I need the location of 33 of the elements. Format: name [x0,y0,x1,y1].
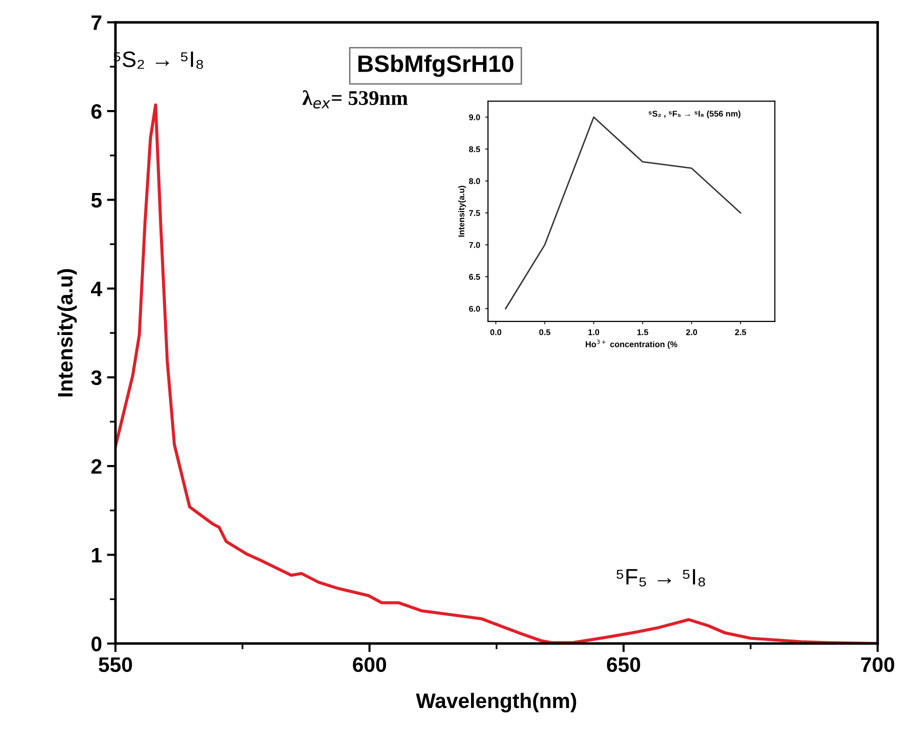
y-tick-label: 3 [91,370,102,386]
y-tick-label: 6 [91,104,102,119]
y-tick-label: 1 [92,548,102,562]
y-tick-label: 5 [91,193,102,208]
x-tick-label: 650 [606,657,640,672]
x-tick-label: 0.5 [539,329,550,336]
y-tick-label: 4 [90,282,102,296]
x-tick-label: 1.0 [588,329,600,336]
y-tick-label: 8.5 [469,146,480,152]
y-tick-label: 8.0 [469,178,480,184]
x-tick-label: 2.0 [686,329,698,336]
y-axis-title: Intensity(a.u) [458,186,466,237]
y-tick-label: 2 [91,459,102,474]
x-axis-title: Wavelength(nm) [416,692,576,712]
x-tick-label: 2.5 [735,329,746,336]
y-tick-label: 6.0 [469,306,480,312]
x-tick-label: 700 [861,657,894,672]
y-tick-label: 0 [92,636,102,652]
text: ⁵S₂ , ⁵F₅ → ⁵I₈ (556 nm) [648,110,740,118]
x-axis-title: Ho$^{3+}$ concentration (% [586,340,678,349]
x-tick-label: 600 [352,657,386,672]
text: BSbMfgSrH10 [358,54,514,77]
y-axis-title: Intensity(a.u) [57,269,77,396]
y-tick-label: 7.5 [469,210,480,216]
y-tick-label: 7.0 [469,242,480,248]
x-tick-label: 0.0 [490,329,502,336]
x-tick-label: 1.5 [637,329,648,336]
text: λ$_{ex}$= 539nm [302,90,408,108]
annotation: ⁵F₅ → ⁵I₈ [616,569,706,586]
y-tick-label: 6.5 [469,274,480,280]
y-tick-label: 7 [92,16,102,30]
y-tick-label: 9.0 [469,114,480,120]
x-tick-label: 550 [98,657,132,672]
